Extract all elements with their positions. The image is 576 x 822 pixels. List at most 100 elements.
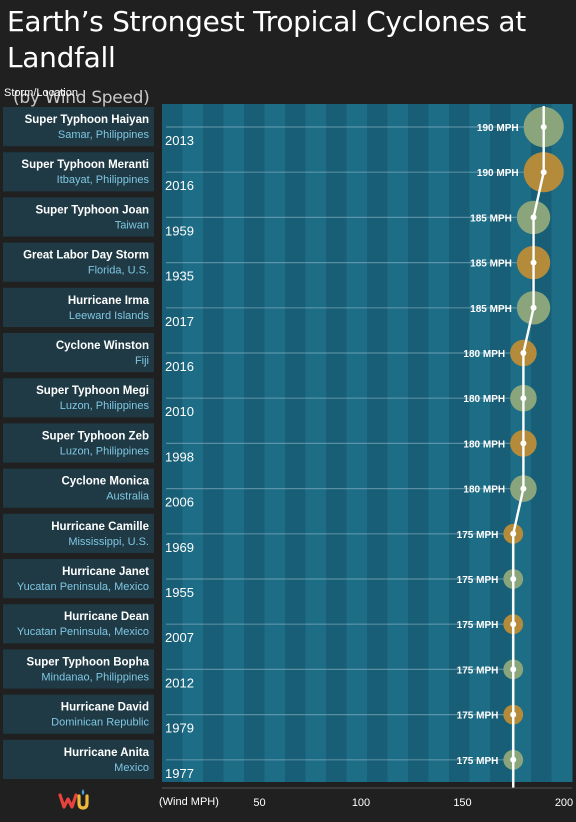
data-point — [510, 530, 517, 537]
storm-name: Hurricane David — [61, 702, 149, 714]
data-point — [530, 259, 537, 266]
storm-year: 2016 — [165, 359, 194, 374]
storm-name: Great Labor Day Storm — [23, 250, 149, 262]
storm-location: Mindanao, Philippines — [41, 671, 149, 683]
data-point — [520, 485, 527, 492]
x-tick-label: 100 — [352, 797, 370, 809]
storm-location: Luzon, Philippines — [60, 445, 150, 457]
data-point — [540, 124, 547, 130]
data-point — [520, 440, 527, 447]
x-axis-title: (Wind MPH) — [159, 796, 219, 808]
storm-location: Australia — [106, 491, 150, 503]
storm-name: Cyclone Winston — [56, 340, 149, 352]
storm-location: Mexico — [114, 762, 149, 774]
row-panel — [3, 423, 154, 463]
storm-year: 1955 — [165, 585, 194, 600]
row-panel — [3, 694, 154, 734]
storm-year: 2006 — [165, 495, 194, 510]
value-label: 175 MPH — [457, 711, 499, 722]
storm-location: Dominican Republic — [51, 717, 149, 729]
storm-year: 2016 — [165, 178, 194, 193]
storm-location: Yucatan Peninsula, Mexico — [17, 626, 149, 638]
chart-subtitle: (by Wind Speed) — [13, 88, 150, 108]
storm-location: Itbayat, Philippines — [57, 174, 150, 186]
wu-logo-icon — [58, 789, 89, 810]
trend-line-layer — [510, 106, 547, 788]
storm-year: 1998 — [165, 449, 194, 464]
data-point — [520, 395, 527, 402]
x-tick-label: 50 — [253, 797, 265, 809]
data-point — [510, 666, 517, 673]
value-label: 175 MPH — [457, 620, 499, 631]
storm-location: Leeward Islands — [69, 310, 150, 322]
storm-year: 1959 — [165, 223, 194, 238]
storm-year: 2007 — [165, 630, 194, 645]
storm-year: 1969 — [165, 540, 194, 555]
row-panel — [3, 287, 154, 327]
storm-year: 2010 — [165, 404, 194, 419]
row-panel — [3, 197, 154, 237]
value-label: 185 MPH — [470, 304, 512, 315]
plot-stripe — [551, 104, 573, 782]
storm-year: 2012 — [165, 675, 194, 690]
row-panel — [3, 649, 154, 689]
value-label: 175 MPH — [457, 756, 499, 767]
rows: Super Typhoon Haiyan Samar, Philippines 20… — [3, 107, 544, 781]
storm-year: 2013 — [165, 133, 194, 148]
row-panel — [3, 513, 154, 553]
data-point — [530, 214, 537, 221]
storm-location: Samar, Philippines — [58, 129, 150, 141]
x-tick-label: 150 — [453, 797, 471, 809]
data-point — [540, 169, 547, 176]
row-panel — [3, 468, 154, 508]
value-label: 185 MPH — [470, 259, 512, 270]
row-panel — [3, 604, 154, 644]
x-tick-label: 200 — [555, 797, 573, 809]
storm-location: Mississippi, U.S. — [68, 536, 149, 548]
storm-name: Super Typhoon Megi — [36, 385, 149, 397]
value-label: 180 MPH — [463, 439, 505, 450]
storm-location: Taiwan — [115, 219, 149, 231]
storm-location: Luzon, Philippines — [60, 400, 150, 412]
storm-location: Yucatan Peninsula, Mexico — [17, 581, 149, 593]
storm-name: Hurricane Dean — [64, 611, 149, 623]
storm-year: 1977 — [165, 766, 194, 781]
row-panel — [3, 378, 154, 418]
column-header: Storm/Location — [4, 87, 78, 99]
row-panel — [3, 739, 154, 779]
storm-name: Hurricane Camille — [51, 521, 149, 533]
storm-year: 1979 — [165, 721, 194, 736]
storm-name: Super Typhoon Joan — [35, 204, 149, 216]
row-panel — [3, 333, 154, 373]
storm-name: Hurricane Irma — [68, 295, 150, 307]
row-panel — [3, 107, 154, 147]
value-label: 190 MPH — [477, 168, 519, 179]
value-label: 180 MPH — [463, 485, 505, 496]
x-axis: 50 100 150 200 — [162, 787, 573, 809]
data-point — [510, 621, 517, 628]
storm-name: Cyclone Monica — [61, 476, 149, 488]
chart-title: Earth’s Strongest Tropical Cyclones at L… — [7, 4, 576, 116]
storm-year: 2017 — [165, 314, 194, 329]
storm-name: Super Typhoon Meranti — [21, 159, 149, 171]
value-label: 175 MPH — [457, 665, 499, 676]
data-point — [530, 304, 537, 311]
data-point — [510, 756, 517, 763]
storm-year: 1935 — [165, 269, 194, 284]
value-label: 175 MPH — [457, 575, 499, 586]
storm-name: Hurricane Janet — [62, 566, 149, 578]
value-labels: 190 MPH 190 MPH 185 MPH 185 MPH 185 MPH 180 M… — [457, 123, 519, 767]
value-label: 185 MPH — [470, 213, 512, 224]
value-label: 175 MPH — [457, 530, 499, 541]
storm-name: Hurricane Anita — [64, 747, 150, 759]
value-label: 190 MPH — [477, 123, 519, 134]
storm-location: Florida, U.S. — [88, 265, 149, 277]
chart-title-text: Earth’s Strongest Tropical Cyclones at L… — [7, 5, 526, 74]
row-panel — [3, 152, 154, 192]
value-label: 180 MPH — [463, 394, 505, 405]
row-panel — [3, 559, 154, 599]
row-panel — [3, 242, 154, 282]
storm-name: Super Typhoon Haiyan — [25, 114, 149, 126]
data-point — [520, 350, 527, 356]
